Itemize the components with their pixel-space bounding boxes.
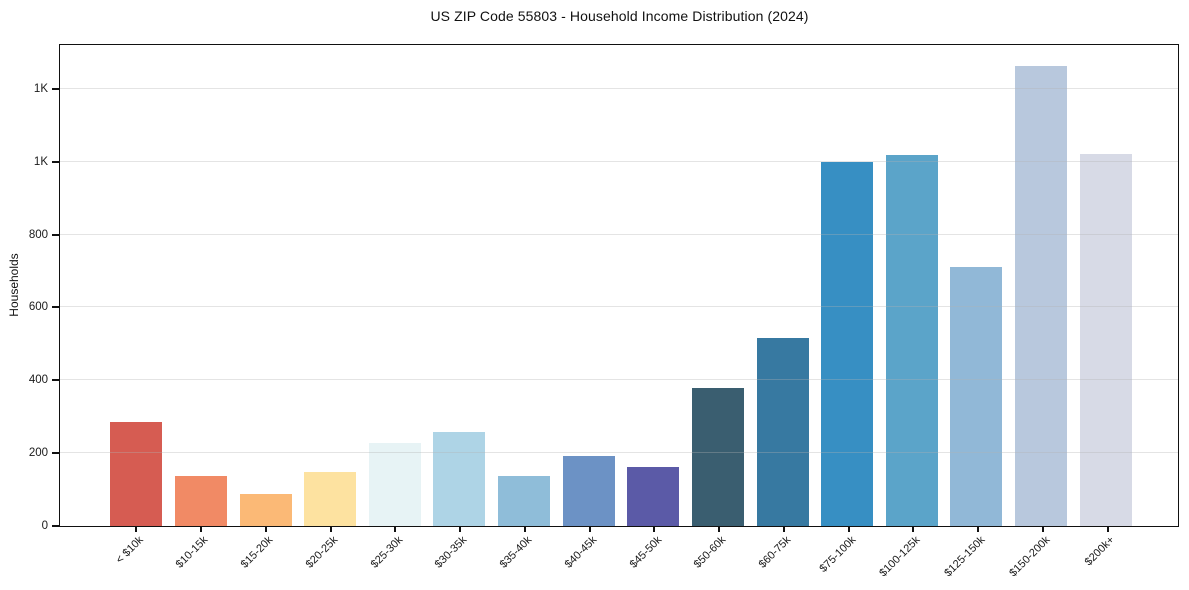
y-tick-mark [52,452,59,455]
x-tick-label: < $10k [113,534,146,567]
bar-slot [944,45,1009,526]
x-tick-mark [653,526,656,532]
bar-$150-200k [1015,65,1068,526]
y-tick-label: 800 [28,228,48,241]
bar-< $10k [110,422,163,526]
bar-$25-30k [368,442,421,526]
bar-slot [233,45,298,526]
y-tick-mark [52,233,59,236]
bar-$40-45k [562,456,615,526]
y-tick-label: 600 [28,301,48,314]
x-tick-label: $10-15k [174,534,211,571]
bars-layer [60,45,1178,526]
gridline-y-1000 [60,160,1178,162]
x-tick-mark [782,526,785,532]
x-tick-mark [459,526,462,532]
bar-slot [1009,45,1074,526]
x-tick-label: $150-200k [1007,534,1053,580]
gridline-y-800 [60,233,1178,235]
bar-slot [815,45,880,526]
bar-$50-60k [691,388,744,526]
bar-$10-15k [174,476,227,526]
y-tick-mark [52,306,59,309]
x-tick-label: $60-75k [756,534,794,571]
x-tick-label: $45-50k [627,534,664,571]
bar-slot [750,45,815,526]
x-tick-mark [588,526,591,532]
bar-$75-100k [821,162,874,526]
x-tick-label: $35-40k [497,534,535,571]
bar-slot [492,45,557,526]
x-tick-mark [1041,526,1044,532]
x-tick-label: $25-30k [368,534,405,571]
bar-$15-20k [239,493,292,526]
x-tick-label: $200k+ [1082,534,1118,569]
bar-$100-125k [885,154,938,526]
gridline-y-200 [60,452,1178,454]
bar-$60-75k [756,338,809,526]
bar-slot [169,45,234,526]
bar-slot [686,45,751,526]
bar-slot [427,45,492,526]
x-tick-mark [135,526,138,532]
bar-slot [1073,45,1138,526]
x-tick-mark [394,526,397,532]
gridline-y-1200 [60,87,1178,89]
x-tick-label: $50-60k [692,534,729,571]
y-tick-label: 400 [28,374,48,387]
bar-$35-40k [498,476,551,526]
bar-$30-35k [433,432,486,526]
bar-slot [363,45,428,526]
bar-$45-50k [627,467,680,526]
chart-title: US ZIP Code 55803 - Household Income Dis… [430,8,809,24]
bar-$125-150k [950,267,1003,526]
plot-area: 0 200 400 600 800 1K 1K < $10k $10-15k $15-20k $20… [29,44,1179,579]
x-tick-label: $30-35k [433,534,470,571]
y-tick-label: 1K [33,155,48,168]
x-tick-label: $125-150k [942,534,988,580]
x-tick-mark [847,526,850,532]
gridline-y-600 [60,306,1178,308]
x-tick-mark [1106,526,1109,532]
bar-slot [104,45,169,526]
x-tick-mark [912,526,915,532]
y-tick-mark [52,160,59,163]
bar-slot [298,45,363,526]
gridline-y-400 [60,379,1178,381]
y-tick-mark [52,379,59,382]
x-tick-mark [200,526,203,532]
bar-slot [621,45,686,526]
bar-$200k+ [1079,153,1132,526]
y-tick-label: 1K [33,82,48,95]
x-tick-label: $100-125k [877,534,923,580]
y-tick-label: 0 [41,520,48,532]
x-tick-mark [264,526,267,532]
x-tick-mark [718,526,721,532]
x-tick-label: $15-20k [238,534,276,571]
x-tick-label: $75-100k [817,534,859,575]
x-tick-label: $40-45k [562,534,600,571]
y-tick-mark [52,87,59,90]
bar-$20-25k [304,472,357,526]
x-tick-mark [523,526,526,532]
y-tick-mark [52,525,59,527]
x-tick-label: $20-25k [303,534,341,571]
x-tick-mark [329,526,332,532]
x-tick-mark [977,526,980,532]
bar-slot [880,45,945,526]
y-tick-label: 200 [28,447,48,460]
bar-slot [556,45,621,526]
